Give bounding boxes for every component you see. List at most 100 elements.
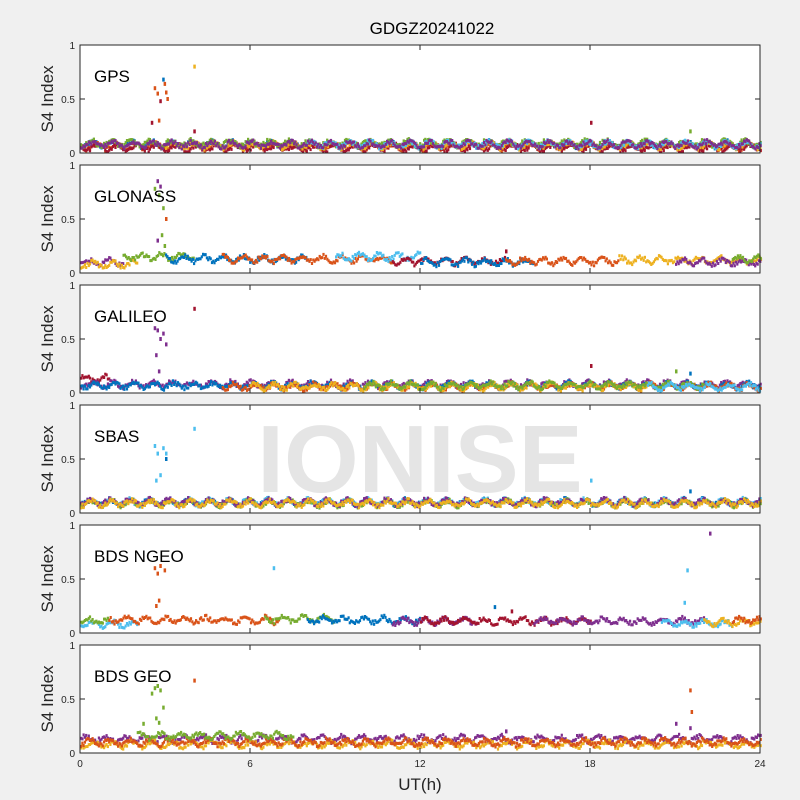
data-point — [220, 147, 223, 151]
data-point — [267, 145, 270, 149]
data-point — [87, 374, 90, 378]
data-point — [709, 141, 713, 145]
data-point — [644, 137, 647, 141]
data-point — [309, 143, 312, 147]
panel-label: GLONASS — [94, 187, 176, 206]
data-point — [95, 142, 98, 145]
data-point — [683, 380, 686, 384]
data-point — [216, 257, 219, 261]
data-point — [526, 258, 529, 262]
data-point — [542, 146, 545, 150]
data-point — [364, 257, 367, 261]
data-point — [756, 148, 759, 152]
data-point — [388, 142, 391, 146]
data-point — [493, 261, 497, 265]
data-point — [149, 259, 152, 263]
data-point — [543, 257, 546, 261]
data-point — [359, 147, 362, 151]
data-point — [744, 140, 747, 144]
data-point — [465, 139, 468, 143]
data-point — [139, 146, 143, 150]
data-point — [460, 147, 463, 151]
data-point — [655, 145, 658, 149]
data-point — [189, 137, 192, 140]
data-point — [729, 264, 732, 268]
data-point — [203, 148, 206, 152]
data-point — [425, 139, 428, 143]
data-point — [736, 143, 739, 147]
data-point — [503, 147, 506, 151]
data-point — [94, 142, 97, 145]
data-point — [700, 138, 704, 142]
data-point — [203, 143, 206, 146]
data-point — [333, 261, 337, 265]
data-point — [245, 149, 248, 153]
data-point — [509, 138, 512, 142]
data-point — [695, 261, 698, 265]
data-point — [164, 150, 167, 154]
data-point — [726, 146, 729, 150]
data-point — [625, 139, 628, 143]
data-point — [210, 139, 213, 143]
data-point — [219, 147, 222, 151]
data-point — [118, 144, 121, 148]
data-point — [117, 264, 120, 268]
data-point — [460, 142, 464, 146]
data-point — [638, 142, 641, 146]
data-point — [205, 256, 208, 260]
data-point — [131, 138, 134, 142]
data-point — [230, 143, 233, 147]
data-point — [540, 145, 543, 149]
data-point — [110, 146, 113, 149]
data-point — [732, 257, 736, 260]
data-point — [341, 141, 344, 145]
data-point — [300, 253, 303, 257]
data-point — [644, 139, 647, 143]
data-point — [241, 144, 245, 148]
data-point — [463, 259, 466, 263]
data-point — [173, 255, 176, 259]
data-point — [335, 142, 338, 146]
data-point — [345, 258, 348, 262]
data-point — [219, 143, 222, 147]
data-point — [122, 148, 125, 152]
data-point — [577, 147, 580, 151]
data-point — [263, 255, 266, 258]
data-point — [709, 262, 712, 266]
data-point — [650, 263, 653, 266]
data-point — [361, 149, 364, 153]
data-point — [723, 257, 726, 261]
data-point — [342, 143, 345, 147]
data-point — [708, 144, 711, 148]
data-point — [219, 256, 222, 260]
data-point — [391, 260, 394, 264]
data-point — [310, 143, 313, 147]
data-point — [179, 253, 183, 257]
data-point — [475, 142, 478, 146]
data-point — [85, 141, 88, 145]
data-point — [291, 260, 294, 264]
data-point — [534, 263, 537, 267]
data-point — [289, 141, 292, 145]
data-point — [148, 138, 151, 141]
data-point — [679, 257, 682, 261]
data-point — [153, 256, 156, 260]
data-point — [321, 383, 324, 387]
data-point — [363, 150, 366, 154]
data-point — [478, 260, 481, 264]
data-point — [392, 142, 395, 145]
data-point — [80, 376, 83, 380]
data-point — [426, 146, 429, 150]
data-point — [119, 264, 122, 267]
data-point — [438, 145, 441, 149]
data-point — [646, 259, 649, 263]
data-point — [173, 381, 176, 385]
data-point — [666, 142, 669, 146]
data-point — [217, 257, 220, 261]
data-point — [756, 258, 759, 262]
data-point — [262, 143, 265, 147]
data-point — [509, 378, 512, 382]
data-point — [86, 261, 89, 265]
data-point — [691, 142, 694, 146]
data-point — [105, 373, 108, 377]
